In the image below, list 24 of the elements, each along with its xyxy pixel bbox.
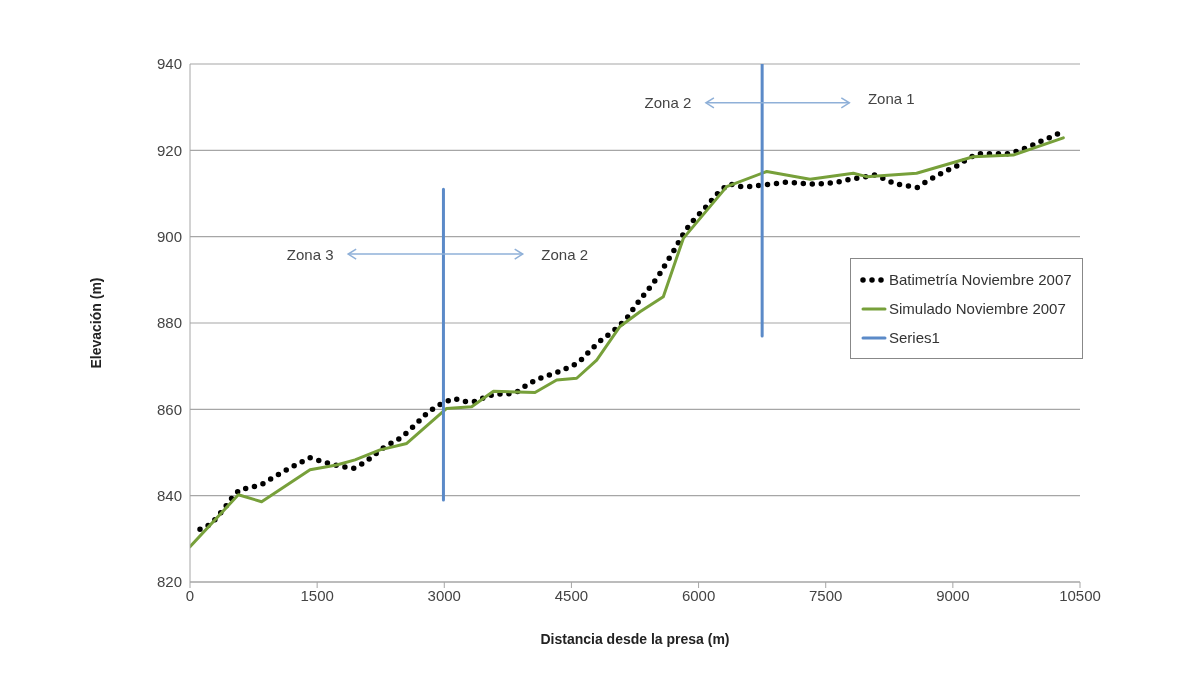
y-tick-label: 840 [156, 486, 182, 504]
y-tick-label: 920 [156, 141, 182, 159]
x-tick-label: 10500 [1059, 586, 1101, 604]
legend-label: Batimetría Noviembre 2007 [889, 271, 1072, 288]
x-tick-label: 4500 [554, 586, 589, 604]
legend-label: Series1 [889, 329, 940, 346]
y-tick-label: 940 [156, 55, 182, 73]
y-tick-label: 880 [156, 314, 182, 332]
y-tick-label: 820 [156, 573, 182, 591]
x-tick-label: 7500 [809, 586, 843, 604]
x-tick-label: 9000 [936, 586, 970, 604]
x-tick-label: 3000 [427, 586, 461, 604]
annotation: Zona 3 [286, 245, 334, 263]
annotation: Zona 2 [541, 245, 589, 263]
annotation: Zona 1 [867, 89, 915, 107]
annotation: Zona 2 [644, 94, 692, 112]
y-axis-title: Elevación (m) [87, 277, 104, 369]
legend-label: Simulado Noviembre 2007 [889, 300, 1066, 317]
x-tick-label: 1500 [300, 586, 334, 604]
x-axis-title: Distancia desde la presa (m) [540, 631, 730, 647]
y-tick-label: 860 [156, 400, 182, 418]
x-tick-label: 0 [185, 586, 195, 604]
x-tick-label: 6000 [681, 586, 716, 604]
y-tick-label: 900 [156, 227, 182, 245]
